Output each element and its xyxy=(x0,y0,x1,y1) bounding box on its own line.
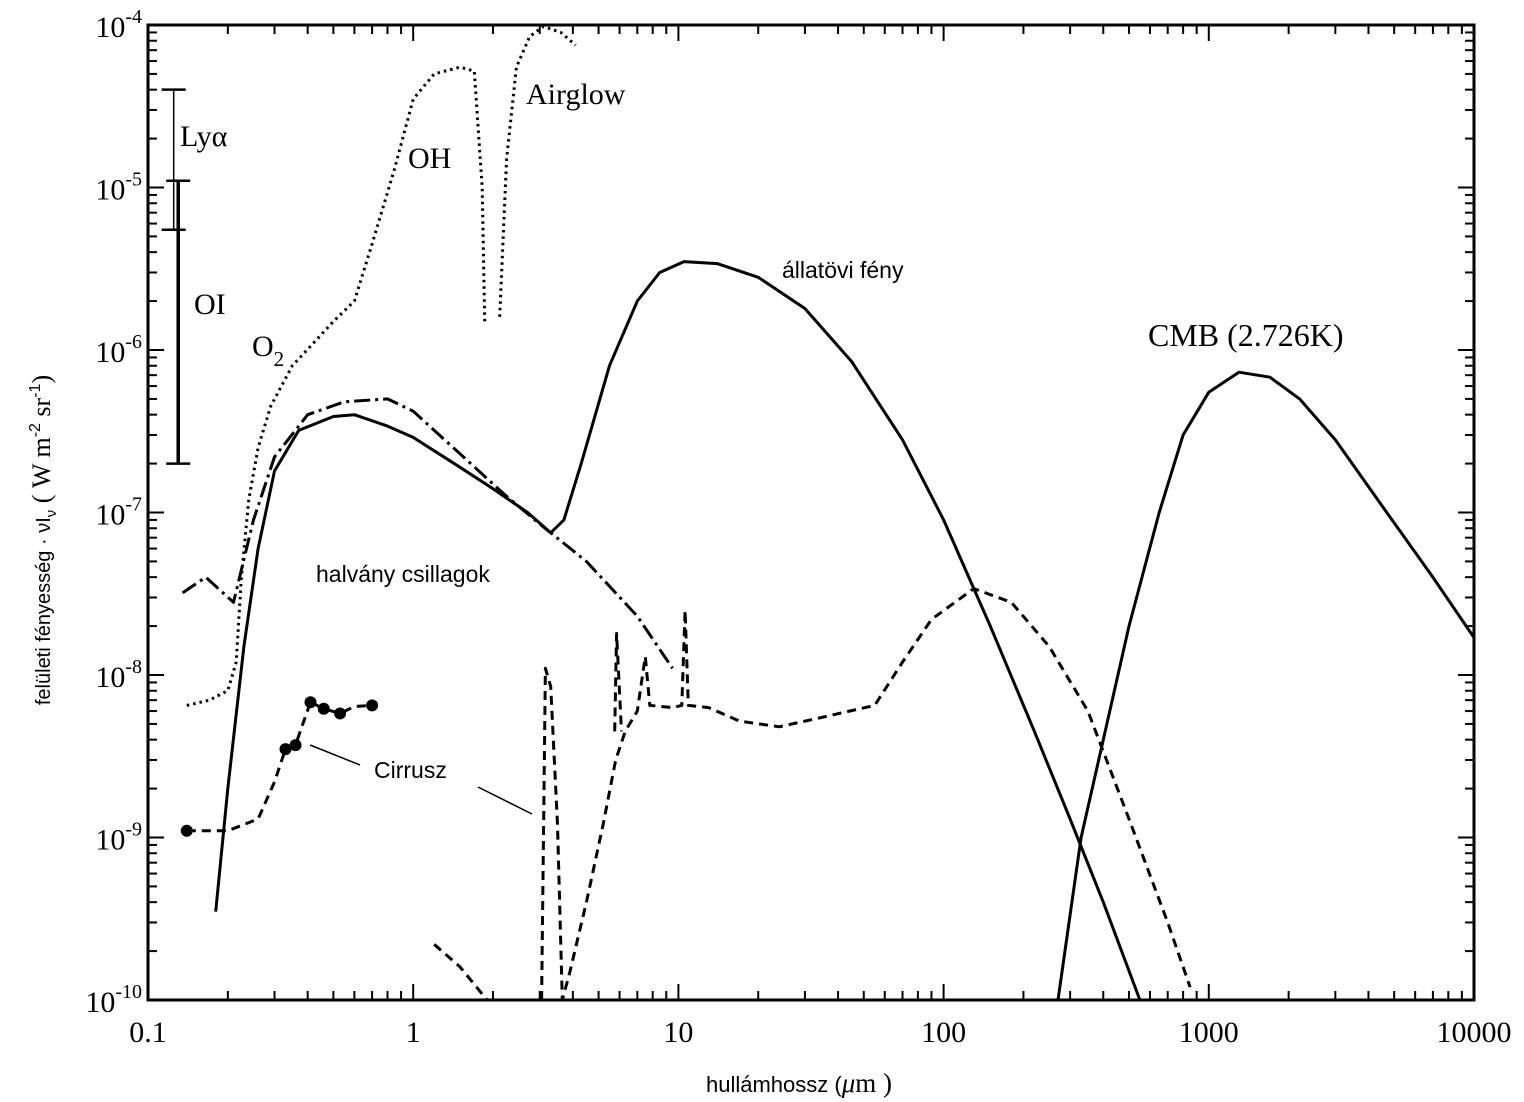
x-tick-label: 10000 xyxy=(1437,1016,1512,1049)
cirrus-point xyxy=(304,696,317,709)
y-tick-label: 10-7 xyxy=(95,494,142,532)
series-cirrus xyxy=(540,587,1192,1002)
series-airglow xyxy=(186,65,487,707)
y-tick-label: 10-6 xyxy=(95,331,142,369)
cirrus-point xyxy=(180,824,193,837)
cirrus-point xyxy=(279,743,292,756)
y-tick-label: 10-9 xyxy=(95,819,142,857)
label-oh: OH xyxy=(408,142,451,175)
series-cirrus xyxy=(186,700,373,833)
series-faint_stars xyxy=(181,397,674,670)
cirrus-point xyxy=(289,739,302,752)
cirrus-pointer-1 xyxy=(309,744,361,766)
label-airglow: Airglow xyxy=(526,78,626,111)
series-airglow xyxy=(498,24,577,317)
y-tick-label: 10-5 xyxy=(95,169,142,207)
plot-frame xyxy=(146,23,1476,1002)
x-axis-label: hullámhossz (μm ) xyxy=(706,1068,892,1098)
axis-ticks xyxy=(147,25,1474,1001)
label-o2: O2 xyxy=(252,330,284,371)
y-tick-label: 10-4 xyxy=(95,6,142,44)
series-zodiacal xyxy=(549,260,1142,1001)
series-cirrus xyxy=(613,632,623,732)
cirrus-point xyxy=(366,699,379,712)
y-tick-label: 10-8 xyxy=(95,656,142,694)
label-zodiacal: állatövi fény xyxy=(782,257,904,283)
series-cirrus xyxy=(433,943,489,1001)
cirrus-pointer-2 xyxy=(477,786,533,815)
tick-labels: 0.1 1 10 100 1000 10000 10-4 10-5 10-6 10-7 10-8 10… xyxy=(85,6,1511,1049)
series-layer xyxy=(181,24,1476,1002)
cirrus-point xyxy=(334,707,347,720)
series-cmb xyxy=(1056,370,1476,1001)
label-faint-stars: halvány csillagok xyxy=(316,561,490,587)
x-tick-label: 1 xyxy=(406,1016,421,1049)
x-tick-label: 0.1 xyxy=(129,1016,167,1049)
error-bars xyxy=(161,88,191,465)
x-tick-label: 100 xyxy=(921,1016,966,1049)
label-oi: OI xyxy=(194,288,226,321)
label-lya: Lyα xyxy=(180,120,228,153)
cirrus-data-points xyxy=(180,696,379,837)
label-cirrus: Cirrusz xyxy=(374,757,447,783)
cirrus-point xyxy=(317,702,330,715)
series-faint_stars_solid xyxy=(214,413,552,912)
x-tick-label: 1000 xyxy=(1179,1016,1239,1049)
label-cmb: CMB (2.726K) xyxy=(1148,317,1344,353)
x-tick-label: 10 xyxy=(663,1016,693,1049)
y-axis-label: felületi fényesség · νIν ( W m-2 sr-1) xyxy=(27,375,60,705)
y-tick-label: 10-10 xyxy=(85,981,142,1019)
